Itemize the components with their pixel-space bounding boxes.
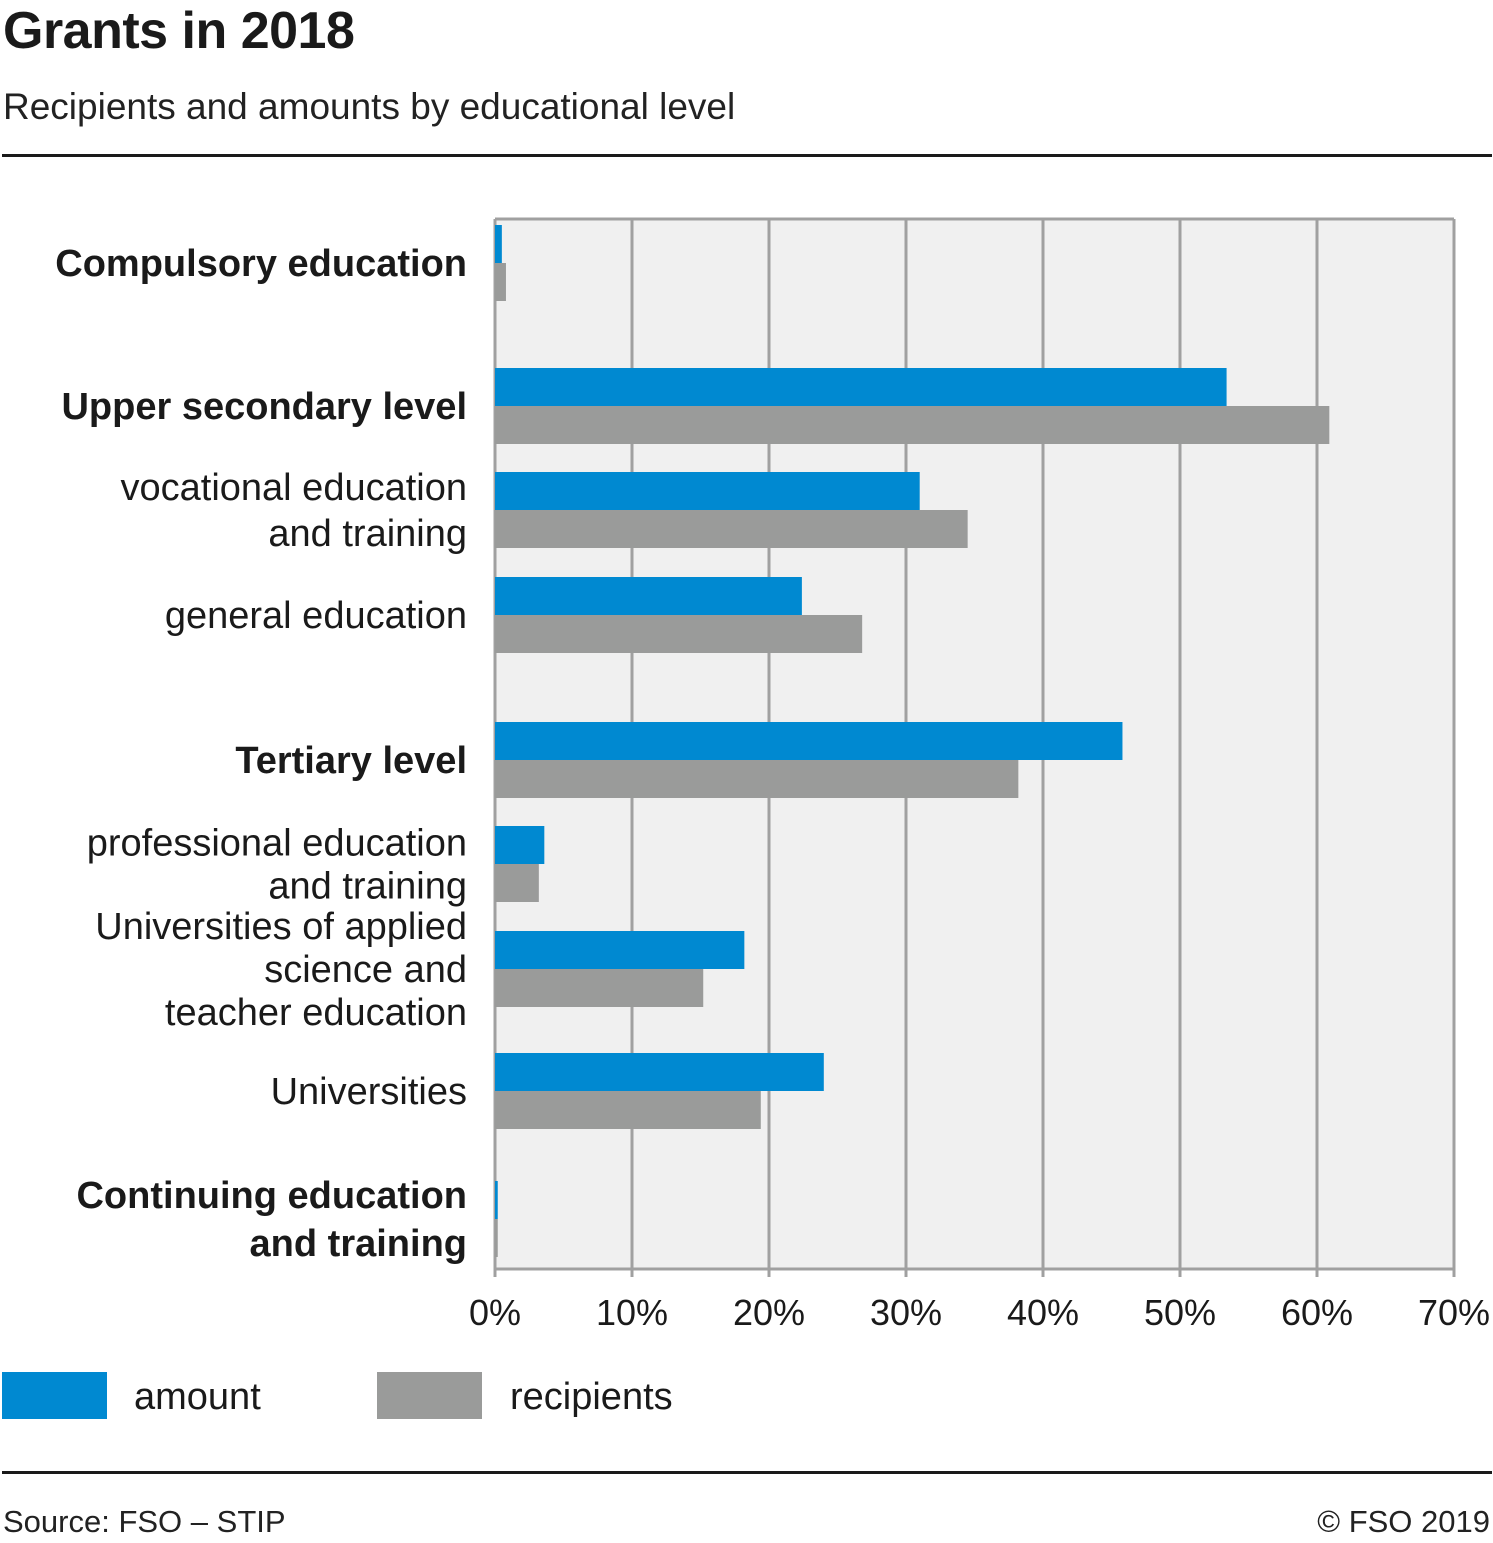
x-tick-label: 70% <box>1418 1292 1490 1333</box>
category-label-line: Compulsory education <box>55 243 467 285</box>
category-label-line: and training <box>268 866 467 908</box>
category-label-line: vocational education <box>121 467 467 509</box>
category-label-line: and training <box>250 1223 467 1265</box>
x-tick-label: 0% <box>469 1292 521 1333</box>
x-tick-label: 30% <box>870 1292 942 1333</box>
bar-amount <box>495 1053 824 1091</box>
legend-label-amount: amount <box>134 1376 261 1418</box>
x-tick-label: 60% <box>1281 1292 1353 1333</box>
chart-subtitle: Recipients and amounts by educational le… <box>3 86 736 127</box>
category-label: Universities <box>271 1071 467 1113</box>
bar-recipients <box>495 263 506 301</box>
x-tick-label: 50% <box>1144 1292 1216 1333</box>
bar-amount <box>495 368 1227 406</box>
bar-recipients <box>495 510 968 548</box>
legend-swatch-recipients <box>377 1372 482 1419</box>
category-label: Upper secondary level <box>61 386 467 428</box>
top-divider <box>2 154 1492 157</box>
category-label-line: Continuing education <box>76 1175 467 1217</box>
chart-title: Grants in 2018 <box>3 2 355 60</box>
bar-recipients <box>495 864 539 902</box>
category-label: vocational education and training <box>121 467 467 555</box>
bar-recipients <box>495 969 704 1007</box>
category-label-line: Tertiary level <box>235 740 467 782</box>
bars <box>495 225 1330 1257</box>
bar-amount <box>495 722 1123 760</box>
category-label-line: Upper secondary level <box>61 386 467 428</box>
category-label-line: teacher education <box>165 992 467 1034</box>
category-labels: Compulsory education Upper secondary leve… <box>55 243 467 1265</box>
category-label-line: professional education <box>87 823 467 865</box>
source-note: Source: FSO – STIP <box>3 1504 286 1539</box>
bar-amount <box>495 931 745 969</box>
bar-recipients <box>495 1219 498 1257</box>
bar-recipients <box>495 1091 761 1129</box>
category-label-line: and training <box>268 513 467 555</box>
bar-chart: Compulsory education Upper secondary leve… <box>55 217 1490 1333</box>
bar-amount <box>495 577 802 615</box>
category-label: Continuing education and training <box>76 1175 467 1265</box>
bar-amount <box>495 472 920 510</box>
bar-recipients <box>495 760 1019 798</box>
category-label: Tertiary level <box>235 740 467 782</box>
x-tick-label: 20% <box>733 1292 805 1333</box>
bottom-divider <box>2 1471 1492 1474</box>
bar-amount <box>495 1181 498 1219</box>
category-label-line: general education <box>165 595 467 637</box>
bar-recipients <box>495 615 863 653</box>
category-label: Compulsory education <box>55 243 467 285</box>
category-label-line: science and <box>264 949 467 991</box>
x-tick-label: 10% <box>596 1292 668 1333</box>
bar-amount <box>495 225 502 263</box>
x-tick-labels: 0% 10% 20% 30% 40% 50% 60% 70% <box>469 1292 1490 1333</box>
bar-recipients <box>495 406 1330 444</box>
category-label: Universities of applied science and teache… <box>95 906 467 1034</box>
category-label: general education <box>165 595 467 637</box>
legend-label-recipients: recipients <box>510 1376 673 1418</box>
copyright-note: © FSO 2019 <box>1317 1504 1490 1539</box>
category-label: professional education and training <box>87 823 467 908</box>
legend-swatch-amount <box>2 1372 107 1419</box>
category-label-line: Universities <box>271 1071 467 1113</box>
category-label-line: Universities of applied <box>95 906 467 948</box>
x-tick-label: 40% <box>1007 1292 1079 1333</box>
bar-amount <box>495 826 545 864</box>
